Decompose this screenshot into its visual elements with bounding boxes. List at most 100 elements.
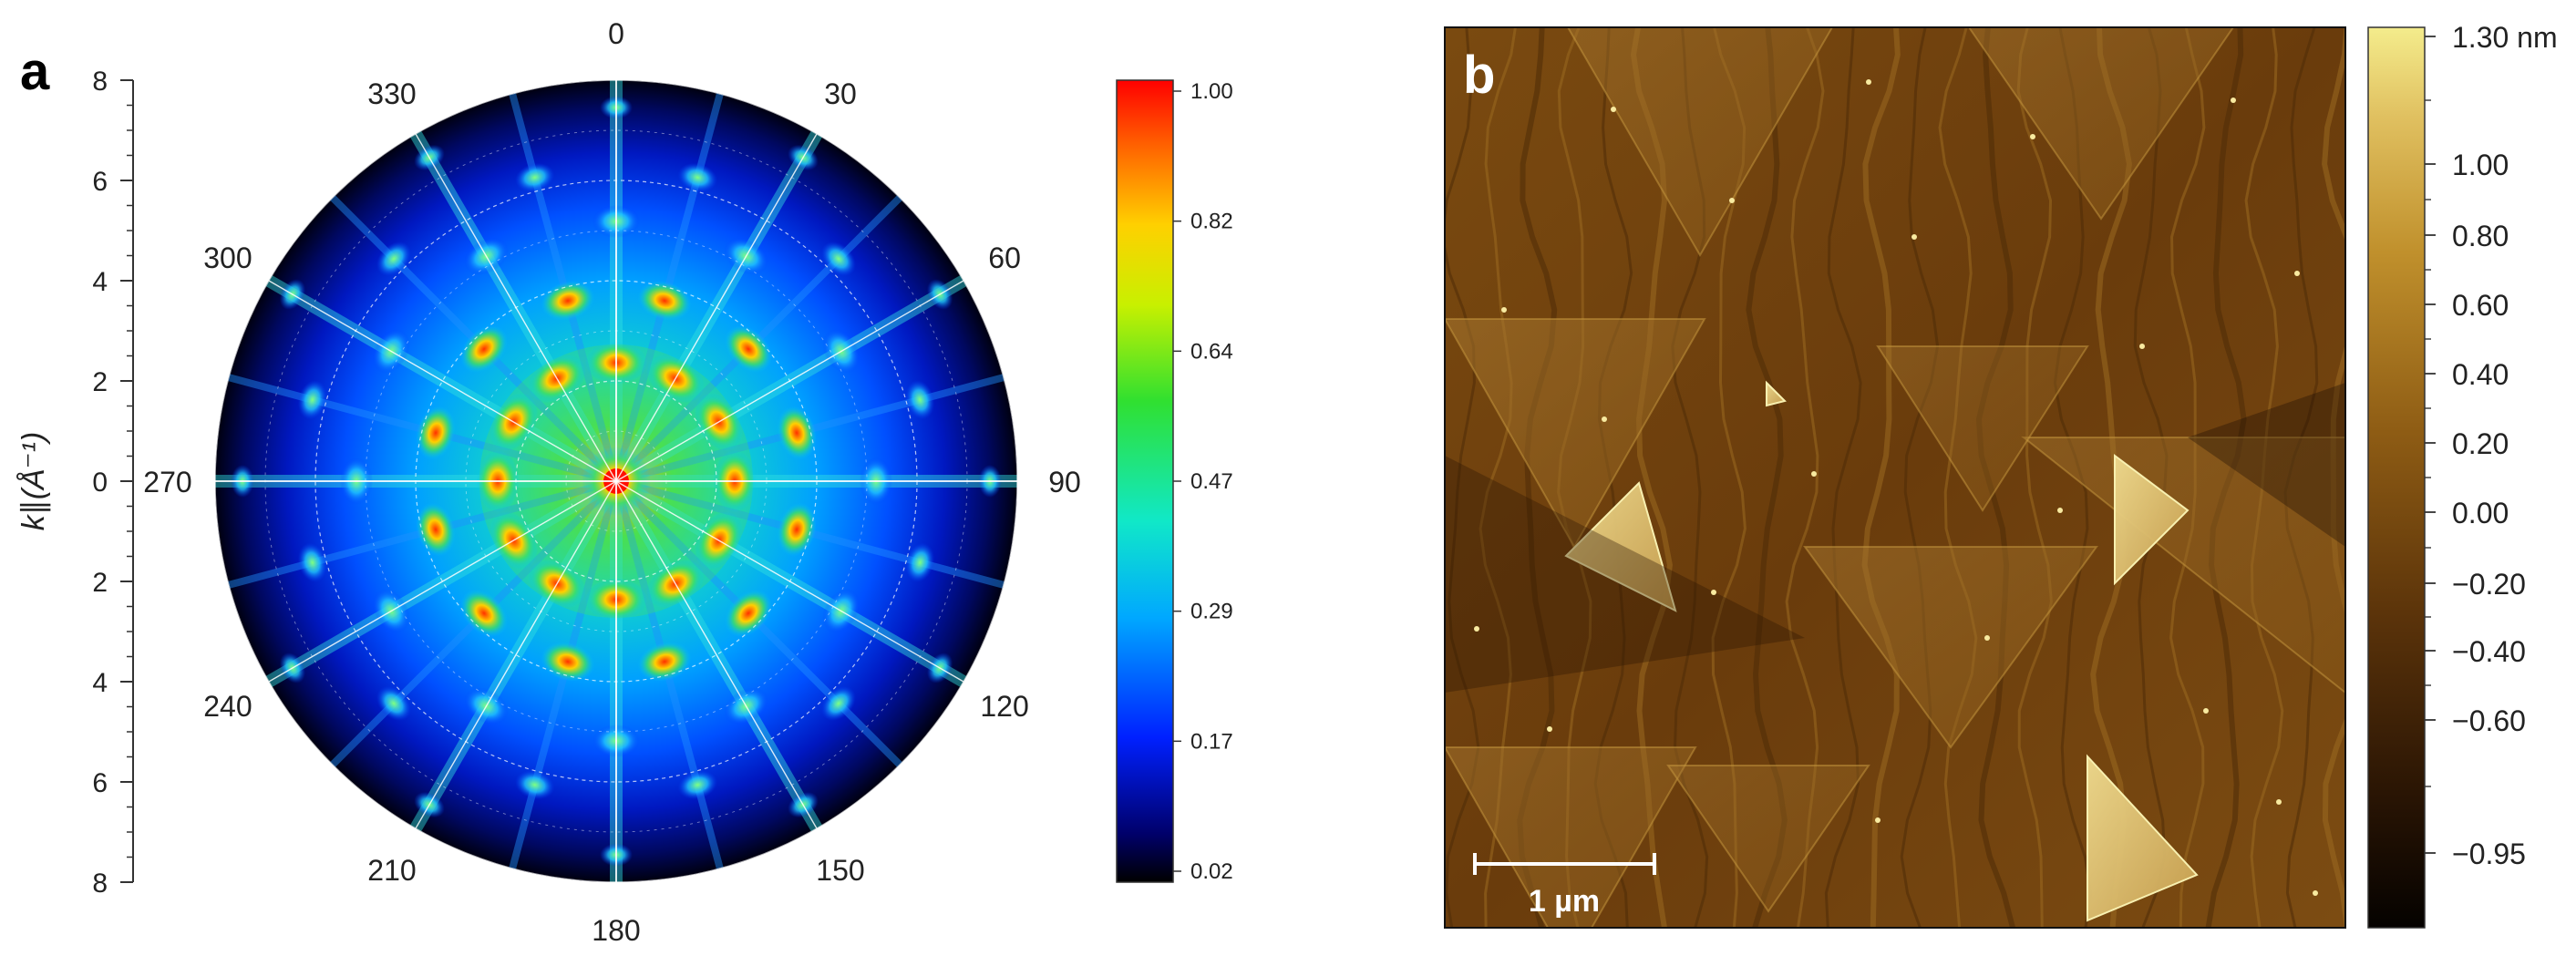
polar-grid-spoke (268, 280, 617, 482)
surface-particle (2231, 98, 2236, 103)
radial-tick-label: 8 (92, 868, 108, 899)
colorbar-b-tick-label: −0.60 (2452, 704, 2526, 737)
terrace-step (1861, 27, 1901, 928)
triangular-domain (1876, 345, 2089, 512)
dark-region (2188, 383, 2345, 547)
polar-heatmap: 0 30 60 90 120 150 180 210 240 270 300 330 (143, 17, 1080, 947)
radial-tick-label: 8 (92, 67, 108, 97)
diffraction-spot (725, 590, 772, 637)
diffraction-spot (460, 590, 508, 637)
angle-label: 300 (203, 242, 252, 274)
terrace-step (1406, 18, 1438, 930)
radial-tick-label: 4 (92, 668, 108, 698)
colorbar-b-tick-label: 1.30 nm (2452, 21, 2558, 54)
bright-island (2114, 454, 2190, 586)
polar-grid-spoke (615, 133, 818, 482)
angle-label: 0 (608, 17, 624, 50)
diffraction-spot (376, 685, 412, 721)
angle-label: 270 (143, 466, 191, 498)
diffraction-spot (416, 406, 456, 460)
dark-region (1445, 456, 1805, 693)
polar-grid-spoke (415, 480, 617, 829)
triangular-domain (2021, 437, 2345, 694)
diffraction-spot (777, 502, 817, 557)
afm-image (1406, 18, 2345, 930)
bright-island (1564, 481, 1677, 612)
angle-label: 240 (203, 690, 252, 723)
polar-grid-spoke (615, 480, 818, 829)
surface-particle (1711, 590, 1716, 595)
diffraction-spot (515, 770, 555, 800)
diffraction-spot (905, 542, 935, 582)
colorbar-a-tick-label: 0.02 (1190, 859, 1233, 884)
surface-particle (2057, 508, 2063, 513)
colorbar-a-tick-label: 1.00 (1190, 79, 1233, 104)
diffraction-spot (725, 325, 772, 373)
angle-label: 150 (816, 854, 864, 887)
scale-bar: 1 µm (1473, 853, 1656, 919)
panel-a: a 8 6 4 2 0 2 4 6 8 k∥(Å⁻¹) 0 30 60 90 120 150 180 210 2… (16, 17, 1233, 947)
surface-particle (1729, 198, 1735, 203)
colorbar-a-tick-label: 0.17 (1190, 729, 1233, 754)
radial-tick-label: 6 (92, 167, 108, 197)
triangular-domain (1666, 765, 1870, 913)
polar-grid-spoke (268, 480, 617, 683)
angle-label: 120 (980, 690, 1028, 723)
radial-tick-label: 0 (92, 468, 108, 498)
surface-particle (1866, 79, 1871, 85)
colorbar-b-tick-label: 0.00 (2452, 497, 2509, 529)
diffraction-spot (541, 281, 595, 321)
diffraction-spot (515, 162, 555, 192)
colorbar-b-tick-label: −0.20 (2452, 568, 2526, 601)
triangular-domain (1445, 318, 1706, 550)
triangular-domain (1445, 746, 1697, 928)
surface-particle (2139, 344, 2145, 349)
terrace-step (2016, 27, 2053, 928)
colorbar-a: 1.00 0.82 0.64 0.47 0.29 0.17 0.02 (1116, 79, 1233, 884)
angle-label: 180 (592, 914, 640, 947)
surface-particle (2203, 708, 2209, 714)
triangular-domain (1566, 27, 1834, 257)
radial-tick-label: 2 (92, 367, 108, 397)
colorbar-a-tick-label: 0.64 (1190, 339, 1233, 364)
triangular-domain (1967, 27, 2235, 221)
diffraction-spot (677, 162, 717, 192)
colorbar-a-tick-label: 0.29 (1190, 600, 1233, 624)
radial-axis: 8 6 4 2 0 2 4 6 8 (92, 67, 134, 899)
diffraction-spot (820, 685, 856, 721)
radial-axis-label: k∥(Å⁻¹) (16, 432, 51, 531)
diffraction-spot (297, 542, 327, 582)
angle-label: 330 (367, 77, 416, 110)
colorbar-b-tick-label: −0.95 (2452, 838, 2526, 870)
panel-b: b 1 µm 1.30 nm 1.00 0.80 0.60 0.40 0.20 0.00 −0… (1406, 18, 2558, 930)
diffraction-spot (541, 642, 595, 682)
surface-particle (1875, 817, 1880, 823)
colorbar-b-tick-label: 0.40 (2452, 358, 2509, 391)
terrace-step (1900, 27, 1940, 928)
surface-particle (2030, 134, 2035, 139)
radial-tick-label: 2 (92, 568, 108, 598)
diffraction-spot (905, 380, 935, 420)
colorbar-b-tick-label: 0.20 (2452, 427, 2509, 460)
polar-grid-spoke (615, 280, 964, 482)
surface-particle (1911, 234, 1917, 240)
surface-particle (1611, 107, 1616, 112)
angle-label: 30 (824, 77, 857, 110)
colorbar-a-tick-label: 0.82 (1190, 210, 1233, 234)
diffraction-spot (297, 380, 327, 420)
angle-label: 60 (988, 242, 1021, 274)
diffraction-spot (637, 642, 692, 682)
diffraction-spot (416, 502, 456, 557)
polar-grid-spoke (615, 480, 964, 683)
surface-particle (1474, 626, 1479, 632)
diffraction-spot (677, 770, 717, 800)
bright-island (2087, 754, 2199, 922)
diffraction-spot (460, 325, 508, 373)
scale-bar-label: 1 µm (1529, 884, 1600, 919)
radial-tick-label: 4 (92, 267, 108, 297)
surface-particle (2313, 890, 2318, 896)
angle-label: 210 (367, 854, 416, 887)
colorbar-b-tick-label: 0.60 (2452, 289, 2509, 322)
diffraction-spot (820, 242, 856, 277)
triangular-domain (1803, 546, 2098, 749)
